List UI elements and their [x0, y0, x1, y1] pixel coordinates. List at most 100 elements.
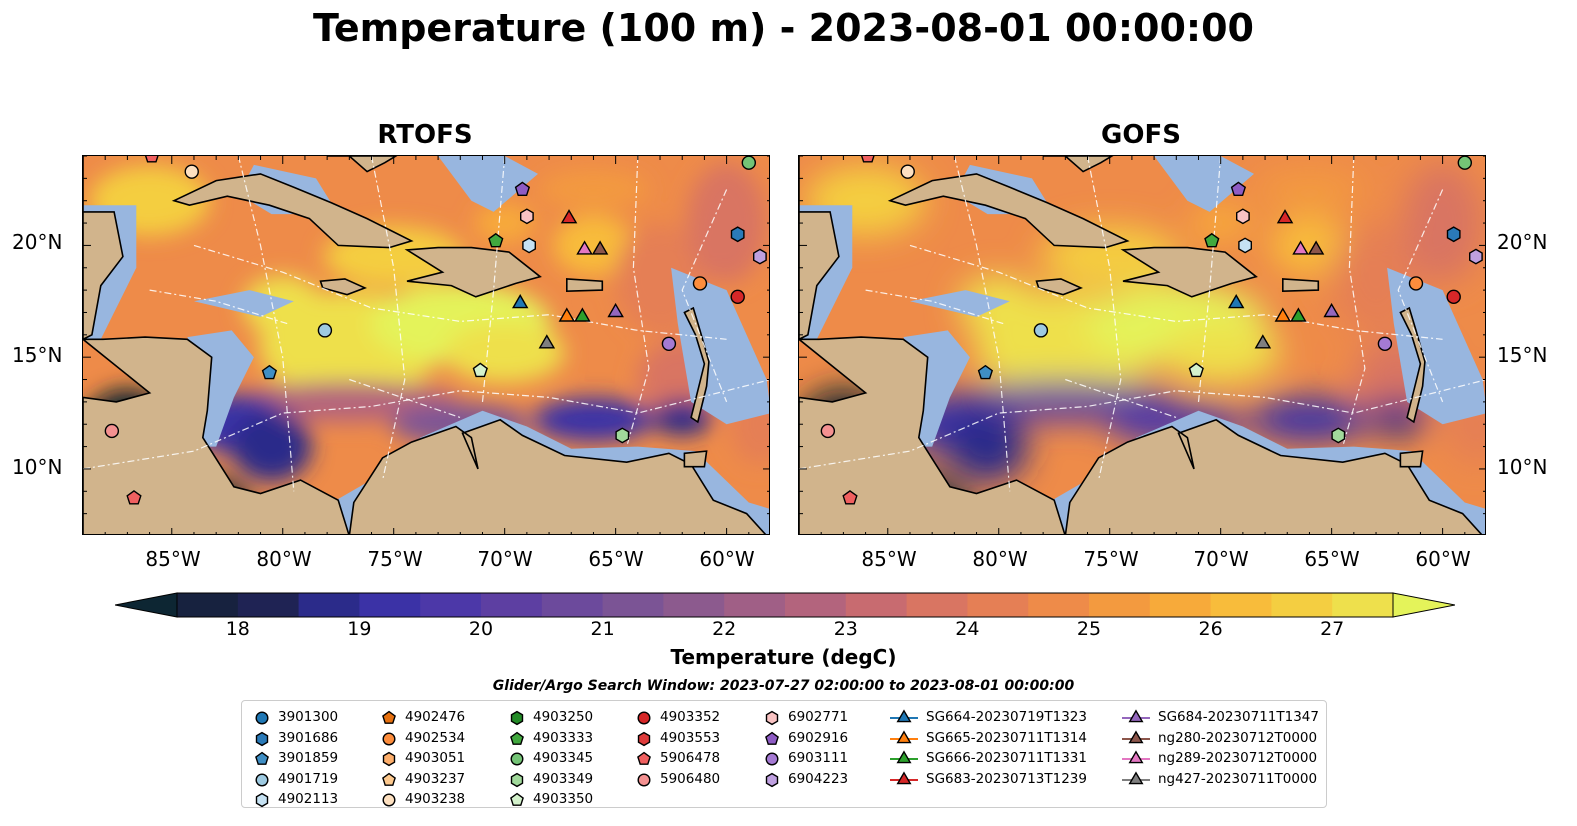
legend-marker[interactable] — [896, 750, 912, 764]
legend-marker[interactable] — [255, 792, 269, 808]
legend-marker[interactable] — [510, 772, 524, 787]
legend-marker[interactable] — [1128, 770, 1144, 784]
legend-marker[interactable] — [637, 751, 651, 765]
observation-marker-4901719[interactable] — [1033, 323, 1049, 338]
map-panel-gofs[interactable] — [798, 155, 1486, 535]
land-trinidad — [683, 450, 708, 468]
observation-marker-SG665-20230711T1314[interactable] — [1274, 307, 1292, 322]
legend-marker[interactable] — [382, 793, 396, 807]
legend-marker[interactable] — [382, 751, 396, 767]
legend-marker[interactable] — [1128, 709, 1144, 723]
legend-marker[interactable] — [765, 772, 779, 787]
observation-marker-3901859[interactable] — [977, 364, 994, 380]
observation-marker-4902534[interactable] — [1408, 276, 1424, 291]
observation-marker-ng280-20230712T0000[interactable] — [591, 240, 609, 255]
legend-marker[interactable] — [510, 731, 524, 745]
observation-marker-ng289-20230712T0000[interactable] — [576, 240, 593, 255]
observation-marker-4902113[interactable] — [1238, 237, 1252, 254]
observation-marker-4903238[interactable] — [900, 164, 915, 179]
observation-marker-5906478[interactable] — [144, 156, 159, 163]
observation-marker-6904223[interactable] — [1469, 248, 1483, 265]
observation-marker-4902534[interactable] — [692, 276, 708, 291]
observation-marker-4903350[interactable] — [1188, 362, 1204, 378]
observation-marker-SG683-20230713T1239[interactable] — [560, 209, 578, 224]
observation-marker-6903111[interactable] — [661, 336, 677, 351]
observation-marker-5906480[interactable] — [820, 423, 836, 439]
observation-marker-4903345[interactable] — [741, 156, 757, 170]
observation-marker-6903111[interactable] — [1377, 336, 1393, 351]
legend-marker[interactable] — [896, 729, 912, 743]
observation-marker-5906478[interactable] — [842, 490, 858, 505]
observation-marker-5906478[interactable] — [126, 490, 142, 505]
colorbar-bin — [1089, 593, 1151, 617]
observation-marker-6902916[interactable] — [514, 181, 531, 196]
legend-marker[interactable] — [255, 772, 269, 787]
legend-marker[interactable] — [637, 731, 651, 746]
observation-marker-4902113[interactable] — [522, 237, 536, 254]
observation-marker-ng427-20230711T0000[interactable] — [538, 334, 556, 349]
colorbar-bin — [420, 593, 482, 617]
lat-tick-label: 10°N — [12, 455, 63, 479]
legend-marker[interactable] — [896, 709, 912, 723]
observation-marker-4903349[interactable] — [615, 427, 630, 444]
observation-marker-SG664-20230719T1323[interactable] — [1227, 293, 1245, 309]
shelf-area — [910, 290, 1010, 317]
shelf-area — [194, 290, 294, 317]
legend-marker[interactable] — [382, 772, 396, 786]
legend-item: ng427-20230711T0000 — [1122, 769, 1317, 789]
observation-marker-4903345[interactable] — [1457, 156, 1473, 170]
observation-marker-SG666-20230711T1331[interactable] — [1290, 307, 1307, 322]
map-panel-rtofs[interactable] — [82, 155, 770, 535]
observation-marker-6902771[interactable] — [1236, 208, 1250, 225]
observation-marker-3901686[interactable] — [730, 226, 745, 243]
observation-marker-SG684-20230711T1347[interactable] — [607, 302, 624, 318]
observation-marker-ng427-20230711T0000[interactable] — [1254, 334, 1272, 349]
observation-marker-4903333[interactable] — [1204, 232, 1220, 248]
observation-marker-6902771[interactable] — [520, 208, 534, 225]
lon-tick-label: 70°W — [477, 547, 533, 571]
observation-marker-4903350[interactable] — [472, 362, 488, 378]
legend-marker[interactable] — [1128, 729, 1144, 743]
legend-marker[interactable] — [637, 711, 651, 725]
observation-marker-SG684-20230711T1347[interactable] — [1323, 302, 1340, 318]
pentagon-marker-icon — [765, 731, 779, 745]
observation-marker-SG683-20230713T1239[interactable] — [1276, 209, 1294, 224]
legend-marker[interactable] — [1128, 750, 1144, 764]
legend-marker[interactable] — [765, 731, 779, 745]
legend-marker[interactable] — [510, 752, 524, 766]
land-cuba — [887, 173, 1130, 249]
legend-marker[interactable] — [255, 731, 269, 746]
observation-marker-4903352[interactable] — [1446, 289, 1461, 305]
observation-marker-5906478[interactable] — [860, 156, 875, 163]
legend-marker[interactable] — [896, 770, 912, 784]
legend-marker[interactable] — [510, 710, 524, 726]
legend-label: 4903349 — [533, 770, 594, 787]
observation-marker-4903333[interactable] — [488, 232, 504, 248]
eez-boundary-line — [626, 156, 650, 447]
observation-marker-4903238[interactable] — [184, 164, 199, 179]
observation-marker-6904223[interactable] — [753, 248, 767, 265]
legend-marker[interactable] — [255, 751, 269, 765]
legend-marker[interactable] — [255, 711, 269, 725]
observation-marker-3901859[interactable] — [261, 364, 278, 380]
legend-label: 3901686 — [278, 729, 339, 746]
observation-marker-ng289-20230712T0000[interactable] — [1292, 240, 1309, 255]
observation-marker-5906480[interactable] — [104, 423, 120, 439]
legend-marker[interactable] — [382, 710, 396, 724]
observation-marker-SG665-20230711T1314[interactable] — [558, 307, 576, 322]
legend-marker[interactable] — [510, 792, 524, 806]
observation-marker-4901719[interactable] — [317, 323, 333, 338]
observation-marker-4903352[interactable] — [730, 289, 745, 305]
observation-marker-4903349[interactable] — [1331, 427, 1346, 444]
observation-marker-ng280-20230712T0000[interactable] — [1307, 240, 1325, 255]
observation-marker-SG666-20230711T1331[interactable] — [574, 307, 591, 322]
observation-marker-SG664-20230719T1323[interactable] — [511, 293, 529, 309]
legend-marker[interactable] — [765, 752, 779, 766]
legend-marker[interactable] — [765, 710, 779, 726]
hexagon-marker-icon — [765, 710, 779, 726]
legend-marker[interactable] — [382, 731, 396, 746]
observation-marker-6902916[interactable] — [1230, 181, 1247, 196]
legend-label: 3901859 — [278, 750, 339, 766]
observation-marker-3901686[interactable] — [1446, 226, 1461, 243]
legend-marker[interactable] — [637, 772, 651, 787]
